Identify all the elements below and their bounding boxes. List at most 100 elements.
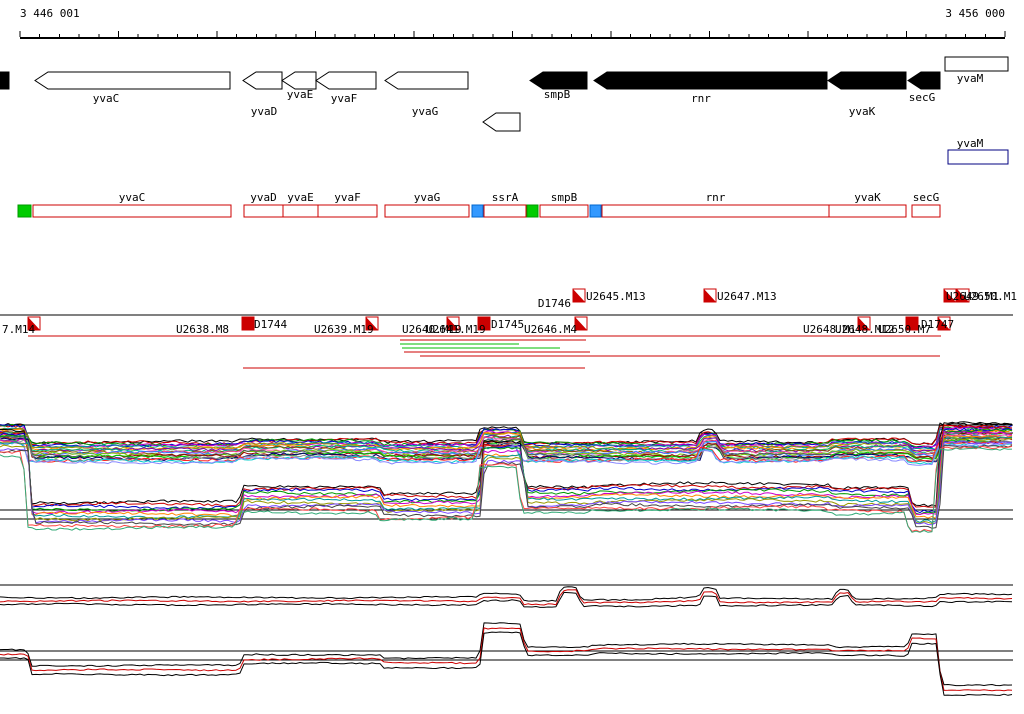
gene-arrow-yvaC[interactable] [34, 71, 231, 90]
expression-trace [0, 631, 1013, 696]
annotation-label-yvaK: yvaK [854, 191, 881, 204]
probe-flag[interactable] [956, 288, 970, 303]
gene-label-yvaM-low: yvaM [957, 137, 984, 150]
probe-flag-triangle-icon [858, 317, 870, 330]
annotation-box-yvaG[interactable] [384, 204, 470, 218]
probe-flag[interactable] [477, 316, 491, 331]
annotation-box-secG[interactable] [911, 204, 941, 218]
gene-arrow-yvaE[interactable] [281, 71, 317, 90]
probe-label-U2647.M13[interactable]: U2647.M13 [717, 290, 777, 303]
probe-label-U2648.M1[interactable]: U2648.M1 [803, 323, 856, 336]
probe-label-D1747[interactable]: D1747 [921, 318, 954, 331]
probe-flag-triangle-icon [366, 317, 378, 330]
probe-label-7.M14[interactable]: 7.M14 [2, 323, 35, 336]
expression-trace [0, 447, 1013, 533]
probe-flag[interactable] [446, 316, 460, 331]
expression-trace [0, 426, 1013, 449]
annotation-label-ssrA: ssrA [492, 191, 519, 204]
annotation-box-marker-blue-1[interactable] [471, 204, 484, 218]
gene-label-smpB: smpB [544, 88, 571, 101]
annotation-box-marker-blue-2[interactable] [589, 204, 602, 218]
gene-arrow-rnr[interactable] [593, 71, 828, 90]
expression-trace [0, 436, 1013, 523]
probe-flag[interactable] [365, 316, 379, 331]
annotation-box-yvaD[interactable] [243, 204, 284, 218]
probe-label-U2645.M13[interactable]: U2645.M13 [586, 290, 646, 303]
plot-expression-all-conditions [0, 421, 1013, 533]
probe-flag-triangle-icon [938, 317, 950, 330]
gene-box-yvaM-top[interactable] [944, 56, 1009, 72]
probe-flag[interactable] [27, 316, 41, 331]
coordinate-ruler [19, 31, 1006, 39]
probe-flag[interactable] [937, 316, 951, 331]
gene-arrow-yvaK[interactable] [827, 71, 907, 90]
annotation-box-yvaF[interactable] [317, 204, 378, 218]
gene-label-yvaF: yvaF [331, 92, 358, 105]
probe-flag[interactable] [574, 316, 588, 331]
expression-trace [0, 622, 1013, 687]
annotation-label-yvaG: yvaG [414, 191, 441, 204]
annotation-box-rnr[interactable] [601, 204, 830, 218]
gene-label-yvaG: yvaG [412, 105, 439, 118]
probe-flag-triangle-icon [944, 289, 956, 302]
gene-label-yvaM-top: yvaM [957, 72, 984, 85]
probe-flag-triangle-icon [575, 317, 587, 330]
gene-arrow-yvaG[interactable] [384, 71, 469, 90]
expression-trace [0, 444, 1013, 529]
ruler-start-coordinate: 3 446 001 [20, 7, 80, 20]
probe-flag[interactable] [241, 316, 255, 331]
expression-trace [0, 436, 1013, 460]
probe-flag-filled-icon [241, 316, 255, 331]
probe-flag-triangle-icon [447, 317, 459, 330]
probe-flag[interactable] [943, 288, 957, 303]
probe-flag[interactable] [857, 316, 871, 331]
annotation-box-marker-green-2[interactable] [526, 204, 539, 218]
gene-label-yvaE: yvaE [287, 88, 314, 101]
expression-trace [0, 589, 1013, 606]
probe-label-U2649.M1[interactable]: U2649.M1 [946, 290, 999, 303]
gene-arrow-yvaD[interactable] [242, 71, 283, 90]
probe-flag[interactable] [905, 316, 919, 331]
gene-box-partial-left[interactable] [0, 71, 10, 90]
plot-expression-summary [0, 584, 1013, 696]
annotation-label-yvaD: yvaD [250, 191, 277, 204]
probe-label-D1745[interactable]: D1745 [491, 318, 524, 331]
annotation-box-ssrA[interactable] [483, 204, 527, 218]
annotation-box-yvaC[interactable] [32, 204, 232, 218]
annotation-box-smpB[interactable] [539, 204, 589, 218]
gene-box-yvaM-low[interactable] [947, 149, 1009, 165]
probe-label-U2638.M8[interactable]: U2638.M8 [176, 323, 229, 336]
probe-label-U2646.M4[interactable]: U2646.M4 [524, 323, 577, 336]
probe-label-U2650.M7[interactable]: U2650.M7 [878, 323, 931, 336]
probe-label-U2640.M19[interactable]: U2640.M19 [402, 323, 462, 336]
annotation-box-yvaE[interactable] [282, 204, 319, 218]
annotation-box-marker-green-1[interactable] [17, 204, 32, 218]
gene-label-rnr: rnr [691, 92, 711, 105]
probe-label-D1746[interactable]: D1746 [538, 297, 571, 310]
annotation-label-yvaE: yvaE [287, 191, 314, 204]
probe-label-U2650.M1[interactable]: U2650.M1 [964, 290, 1017, 303]
probe-flag-filled-icon [905, 316, 919, 331]
expression-trace [0, 435, 1013, 520]
probe-label-U2641.M19[interactable]: U2641.M19 [426, 323, 486, 336]
probe-label-U2648.M12[interactable]: U2648.M12 [835, 323, 895, 336]
gene-arrow-secG[interactable] [907, 71, 941, 90]
gene-arrow-yvaF[interactable] [315, 71, 377, 90]
expression-trace [0, 440, 1013, 526]
gene-arrow-orf-unnamed[interactable] [482, 112, 521, 132]
probe-label-U2639.M19[interactable]: U2639.M19 [314, 323, 374, 336]
gene-arrow-smpB[interactable] [529, 71, 588, 90]
gene-label-yvaC: yvaC [93, 92, 120, 105]
expression-trace [0, 422, 1013, 445]
probe-flag[interactable] [572, 288, 586, 303]
annotation-label-yvaC: yvaC [119, 191, 146, 204]
probe-label-D1744[interactable]: D1744 [254, 318, 287, 331]
gene-label-yvaK: yvaK [849, 105, 876, 118]
probe-flag[interactable] [703, 288, 717, 303]
expression-trace [0, 432, 1013, 456]
probe-flag-filled-icon [477, 316, 491, 331]
probe-flag-triangle-icon [957, 289, 969, 302]
annotation-box-yvaK[interactable] [828, 204, 907, 218]
